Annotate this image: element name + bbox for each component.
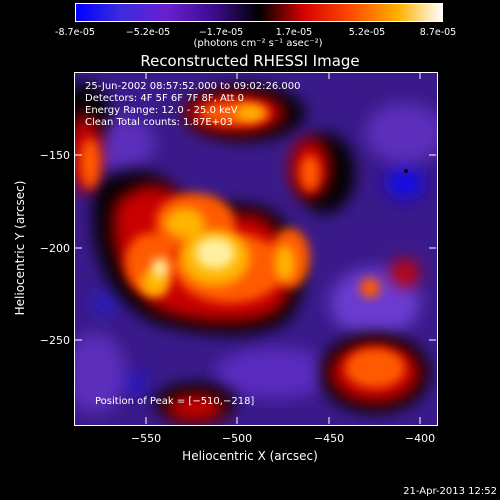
colorbar-tick-label: 1.7e-05 — [275, 27, 313, 38]
y-tick-label: −200 — [39, 242, 70, 255]
x-tick-label: −500 — [221, 432, 253, 445]
footer-date: 21-Apr-2013 12:52 — [403, 486, 497, 497]
colorbar — [75, 3, 443, 22]
x-axis-label: Heliocentric X (arcsec) — [182, 449, 318, 463]
colorbar-tick-label: 8.7e-05 — [419, 27, 457, 38]
rhessi-image-panel: 25-Jun-2002 08:57:52.000 to 09:02:26.000… — [74, 72, 438, 426]
annotation-detectors: Detectors: 4F 5F 6F 7F 8F, Att 0 — [85, 93, 245, 104]
image-title: Reconstructed RHESSI Image — [140, 52, 360, 70]
x-tick-label: −400 — [404, 432, 436, 445]
colorbar-tick-label: −1.7e-05 — [198, 27, 244, 38]
x-tick-label: −450 — [313, 432, 345, 445]
colorbar-tick-label: −5.2e-05 — [125, 27, 171, 38]
annotation-energy-range: Energy Range: 12.0 - 25.0 keV — [85, 105, 238, 116]
annotation-time-range: 25-Jun-2002 08:57:52.000 to 09:02:26.000 — [85, 81, 301, 92]
annotation-clean-counts: Clean Total counts: 1.87E+03 — [85, 117, 233, 128]
y-axis-label: Heliocentric Y (arcsec) — [13, 180, 27, 316]
colorbar-tick-label: -8.7e-05 — [55, 27, 95, 38]
rhessi-image-map — [75, 73, 437, 425]
colorbar-units-label: (photons cm⁻² s⁻¹ asec⁻²) — [193, 38, 323, 49]
x-tick-label: −550 — [130, 432, 162, 445]
y-tick-label: −150 — [39, 149, 70, 162]
peak-marker — [404, 169, 408, 173]
annotation-peak-position: Position of Peak = [−510,−218] — [95, 396, 255, 407]
y-tick-label: −250 — [39, 334, 70, 347]
colorbar-tick-label: 5.2e-05 — [348, 27, 386, 38]
